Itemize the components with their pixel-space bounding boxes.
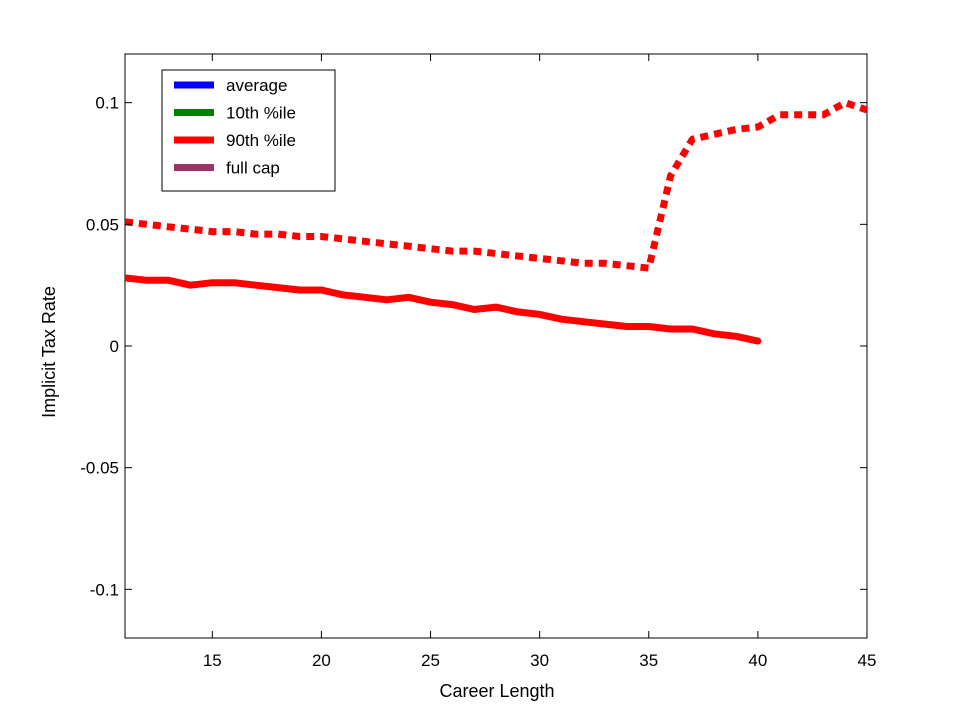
x-tick-label: 35 bbox=[639, 651, 658, 670]
y-tick-label: 0 bbox=[110, 337, 119, 356]
legend-label: average bbox=[226, 76, 287, 95]
y-axis-label: Implicit Tax Rate bbox=[39, 286, 59, 418]
x-axis-label: Career Length bbox=[439, 681, 554, 701]
series-line-solid bbox=[125, 274, 762, 345]
legend-label: 90th %ile bbox=[226, 131, 296, 150]
y-tick-label: 0.1 bbox=[95, 94, 119, 113]
legend-label: 10th %ile bbox=[226, 104, 296, 123]
x-tick-label: 15 bbox=[203, 651, 222, 670]
x-tick-label: 30 bbox=[530, 651, 549, 670]
x-tick-label: 40 bbox=[748, 651, 767, 670]
y-tick-label: -0.1 bbox=[90, 580, 119, 599]
x-tick-label: 20 bbox=[312, 651, 331, 670]
ticks-layer: 15 20 25 30 35 40 45 0.1 0.05 0 -0.05 -0.1 bbox=[80, 54, 876, 670]
x-tick-label: 25 bbox=[421, 651, 440, 670]
legend: average 10th %ile 90th %ile full cap bbox=[161, 69, 336, 192]
series-layer bbox=[125, 99, 867, 345]
x-tick-label: 45 bbox=[858, 651, 877, 670]
y-tick-label: 0.05 bbox=[86, 215, 119, 234]
legend-label: full cap bbox=[226, 159, 280, 178]
y-tick-label: -0.05 bbox=[80, 459, 119, 478]
series-line-dotted bbox=[125, 99, 867, 272]
